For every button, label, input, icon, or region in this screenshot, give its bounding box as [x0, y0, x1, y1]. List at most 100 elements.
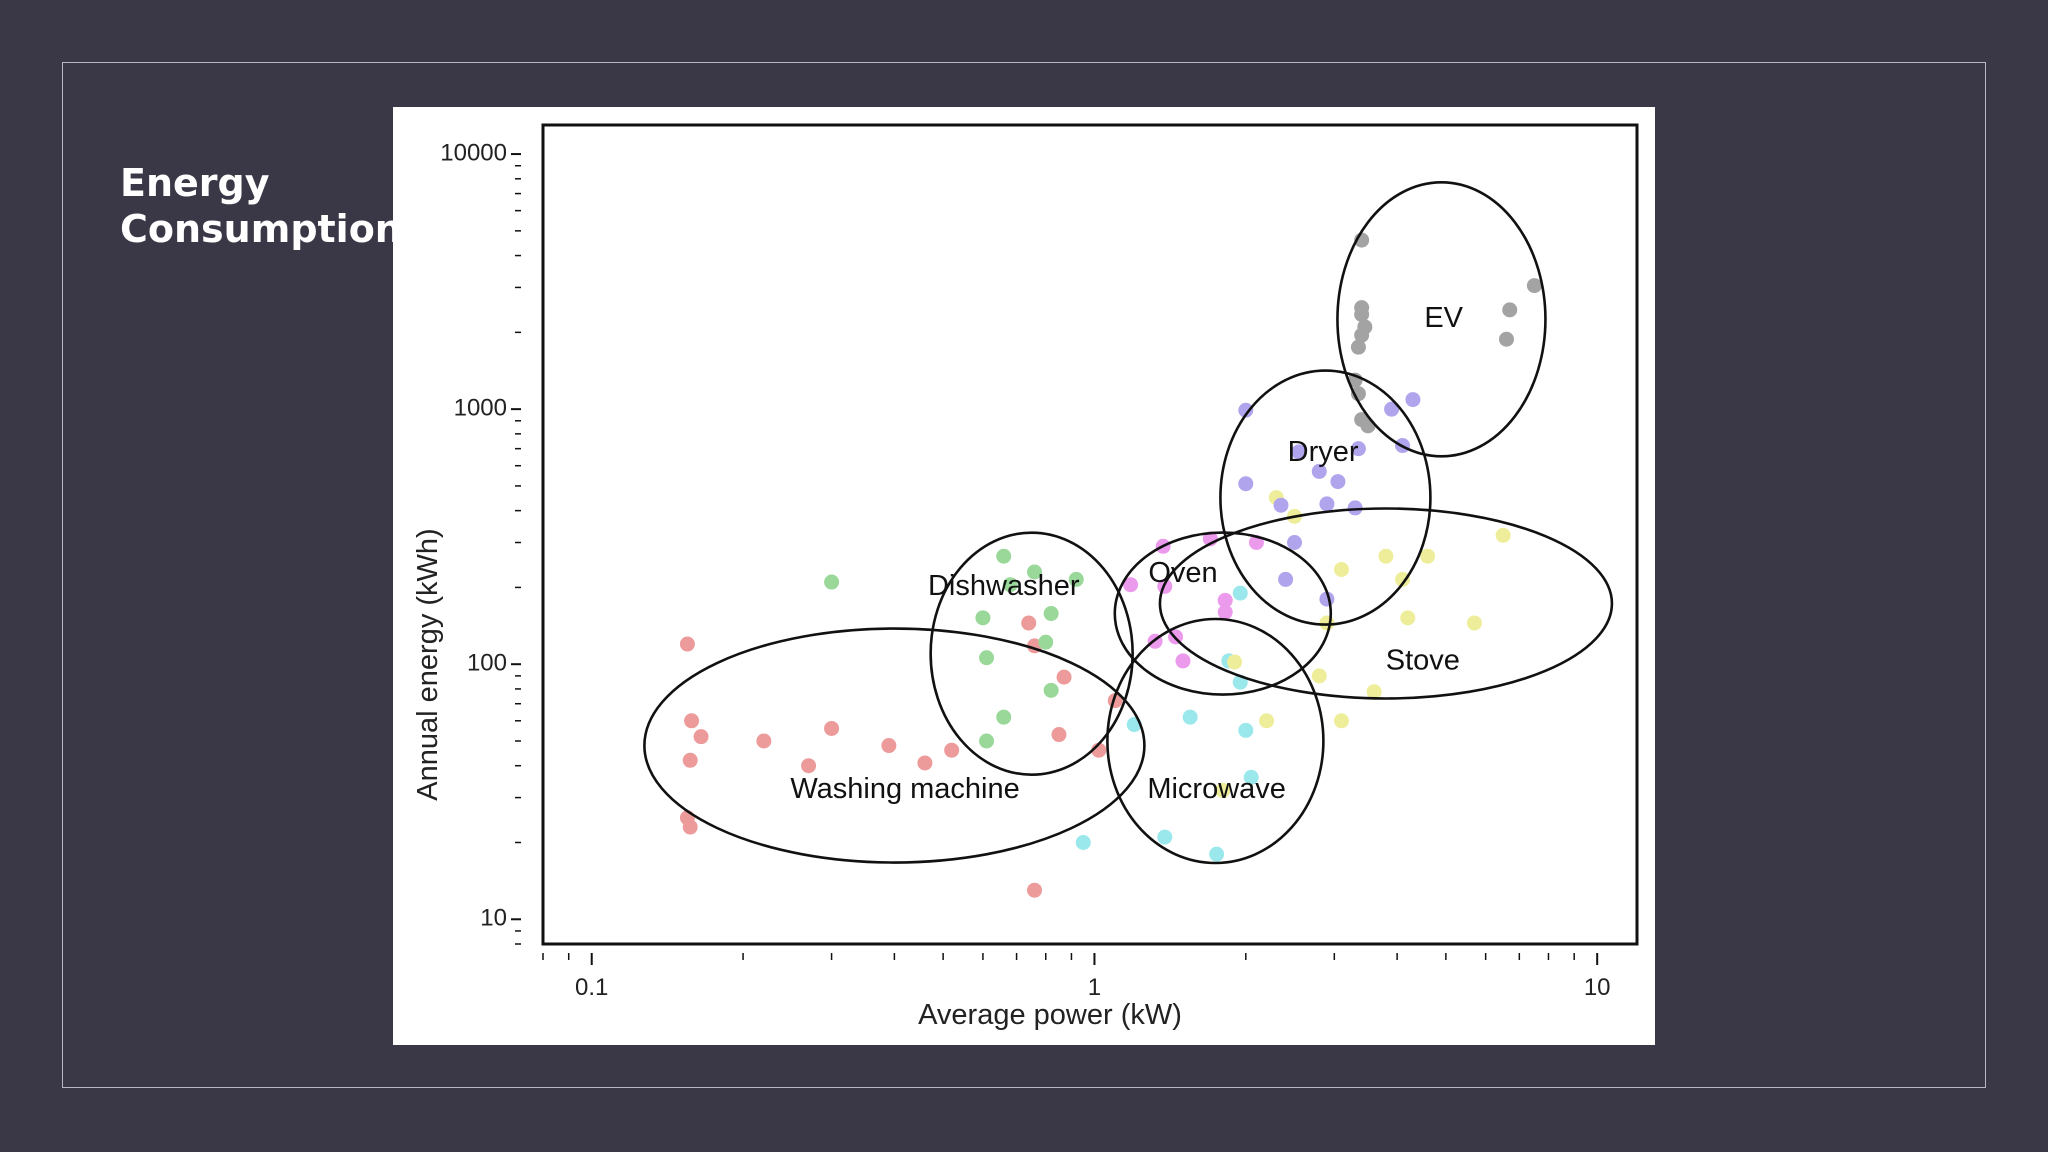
data-point-washing-machine [684, 713, 700, 729]
data-point-dryer [1311, 463, 1327, 479]
data-point-stove [1215, 782, 1231, 798]
data-point-washing-machine [682, 819, 698, 835]
data-point-washing-machine [881, 738, 897, 754]
data-point-stove [1466, 615, 1482, 631]
data-point-washing-machine [1027, 882, 1043, 898]
data-point-dryer [1384, 401, 1400, 417]
data-point-dryer [1291, 444, 1307, 460]
data-point-ev [1526, 278, 1542, 294]
group-label-stove: Stove [1386, 645, 1460, 677]
data-point-oven [1123, 577, 1139, 593]
slide-frame [62, 62, 1986, 1088]
data-point-dishwasher [1043, 682, 1059, 698]
data-point-microwave [1232, 585, 1248, 601]
x-axis-title: Average power (kW) [918, 999, 1182, 1031]
group-ellipse-stove [1158, 507, 1614, 700]
data-point-ev [1498, 331, 1514, 347]
data-point-dryer [1350, 441, 1366, 457]
data-point-dryer [1287, 535, 1303, 551]
data-point-stove [1259, 713, 1275, 729]
group-label-oven: Oven [1148, 557, 1217, 589]
data-point-dishwasher [1002, 577, 1018, 593]
data-point-washing-machine [756, 733, 772, 749]
x-tick-label: 10 [1584, 974, 1611, 1001]
axes-layer: 0.1 1 10 10 100 1000 10000 Average power (kW) An… [412, 123, 1639, 1031]
data-point-dryer [1347, 500, 1363, 516]
data-point-stove [1400, 610, 1416, 626]
data-point-stove [1378, 548, 1394, 564]
data-point-oven [1217, 604, 1233, 620]
group-ellipse-washing-machine [643, 627, 1146, 864]
data-point-washing-machine [682, 752, 698, 768]
group-label-dishwasher: Dishwasher [928, 570, 1080, 602]
data-point-oven [1175, 653, 1191, 669]
group-label-ev: EV [1424, 302, 1463, 334]
data-point-dryer [1278, 571, 1294, 587]
data-point-dishwasher [979, 650, 995, 666]
data-point-stove [1420, 548, 1436, 564]
labels-layer: Washing machine Dishwasher Oven Microwave St… [790, 302, 1463, 805]
data-point-stove [1333, 713, 1349, 729]
data-point-dishwasher [975, 610, 991, 626]
data-point-microwave [1238, 722, 1254, 738]
y-axis-title: Annual energy (kWh) [412, 528, 444, 800]
data-point-dishwasher [1027, 564, 1043, 580]
data-point-ev [1350, 339, 1366, 355]
ellipse-layer [643, 181, 1614, 865]
slide-title-line2: Consumption [120, 207, 402, 251]
data-point-dishwasher [996, 709, 1012, 725]
data-point-washing-machine [1021, 615, 1037, 631]
slide-title-line1: Energy [120, 161, 270, 205]
group-ellipse-microwave [1106, 617, 1325, 865]
data-point-dishwasher [1038, 634, 1054, 650]
data-point-dishwasher [1043, 606, 1059, 622]
data-point-washing-machine [693, 729, 709, 745]
y-tick-label: 100 [467, 650, 507, 677]
data-point-microwave [1157, 829, 1173, 845]
data-point-dishwasher [979, 733, 995, 749]
data-point-dryer [1405, 392, 1421, 408]
group-ellipse-oven [1113, 531, 1333, 696]
chart-panel: 0.1 1 10 10 100 1000 10000 Average power (kW) An… [393, 107, 1655, 1045]
scatter-chart: 0.1 1 10 10 100 1000 10000 Average power (kW) An… [412, 123, 1639, 1031]
data-point-ev [1354, 412, 1370, 428]
data-point-dryer [1238, 476, 1254, 492]
data-point-dryer [1330, 474, 1346, 490]
data-point-washing-machine [1056, 669, 1072, 685]
data-point-microwave [1075, 834, 1091, 850]
slide-title: Energy Consumption [120, 160, 402, 252]
data-point-washing-machine [944, 742, 960, 758]
data-point-microwave [1209, 846, 1225, 862]
data-point-ev [1354, 306, 1370, 322]
plot-frame [541, 123, 1639, 946]
data-point-microwave [1182, 709, 1198, 725]
data-point-dryer [1319, 496, 1335, 512]
data-point-washing-machine [824, 720, 840, 736]
data-point-microwave [1243, 769, 1259, 785]
group-label-microwave: Microwave [1147, 773, 1286, 805]
data-point-stove [1227, 654, 1243, 670]
group-ellipse-dryer [1219, 369, 1432, 626]
y-tick-label: 1000 [454, 394, 507, 421]
data-point-washing-machine [679, 636, 695, 652]
group-label-dryer: Dryer [1288, 436, 1359, 468]
group-ellipse-dishwasher [929, 531, 1134, 776]
data-point-ev [1354, 327, 1370, 343]
data-point-washing-machine [801, 758, 817, 774]
data-point-stove [1495, 527, 1511, 543]
x-tick-label: 0.1 [575, 974, 608, 1001]
data-point-dishwasher [996, 548, 1012, 564]
group-label-washing-machine: Washing machine [790, 773, 1019, 805]
data-point-oven [1217, 592, 1233, 608]
x-tick-label: 1 [1088, 974, 1101, 1001]
group-ellipse-ev [1336, 181, 1547, 458]
data-point-dryer [1238, 402, 1254, 418]
data-point-washing-machine [1051, 727, 1067, 743]
data-point-stove [1333, 562, 1349, 578]
data-point-stove [1395, 571, 1411, 587]
data-point-stove [1311, 668, 1327, 684]
data-point-stove [1366, 684, 1382, 700]
data-point-dishwasher [824, 574, 840, 590]
y-tick-label: 10 [480, 905, 507, 932]
data-point-dishwasher [1068, 571, 1084, 587]
